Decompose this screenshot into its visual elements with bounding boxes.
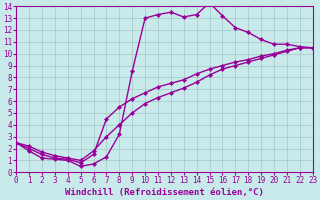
X-axis label: Windchill (Refroidissement éolien,°C): Windchill (Refroidissement éolien,°C) bbox=[65, 188, 264, 197]
